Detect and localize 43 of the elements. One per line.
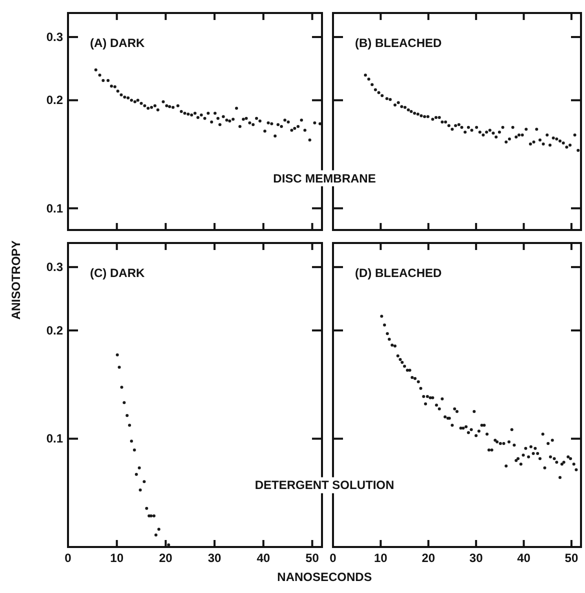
x-tick-label: 10 xyxy=(374,551,388,565)
x-tick-label: 30 xyxy=(469,551,484,565)
point xyxy=(132,448,136,452)
point xyxy=(138,488,142,492)
y-tick-label: 0.3 xyxy=(46,260,64,274)
point xyxy=(142,480,146,484)
point xyxy=(116,353,119,356)
annotation: DETERGENT SOLUTION xyxy=(254,478,394,492)
y-tick-label: 0.2 xyxy=(46,93,64,108)
x-tick-label: 40 xyxy=(256,551,270,565)
annotation: DISC MEMBRANE xyxy=(273,171,376,186)
point xyxy=(126,414,129,418)
x-tick-label: 30 xyxy=(208,551,222,565)
point xyxy=(128,424,132,427)
x-tick-label: 0 xyxy=(330,551,337,565)
point xyxy=(138,466,141,470)
text: (B) BLEACHED xyxy=(355,36,442,50)
point xyxy=(120,386,124,389)
point xyxy=(167,543,170,546)
point xyxy=(134,472,138,476)
text: (D) BLEACHED xyxy=(355,266,442,280)
y-tick-label: 0.1 xyxy=(46,201,64,216)
y-tick-label: 0.1 xyxy=(46,432,64,446)
y-tick-label: 0.3 xyxy=(46,30,64,44)
text: (A) DARK xyxy=(90,36,145,50)
text: (C) DARK xyxy=(90,266,145,280)
x-tick-label: 20 xyxy=(159,551,173,565)
x-tick-label: 40 xyxy=(517,551,531,565)
x-axis-title: NANOSECONDS xyxy=(277,570,372,584)
point xyxy=(122,401,126,404)
point xyxy=(130,440,133,443)
y-axis-title: ANISOTROPY xyxy=(9,240,23,320)
point xyxy=(152,514,156,518)
point xyxy=(118,366,121,369)
x-tick-label: 0 xyxy=(64,551,72,565)
y-tick-label: 0.2 xyxy=(46,323,64,338)
x-tick-label: 10 xyxy=(110,551,124,565)
x-tick-label: 50 xyxy=(306,551,320,565)
point xyxy=(157,528,160,531)
point xyxy=(145,506,148,510)
x-tick-label: 20 xyxy=(422,551,436,565)
point xyxy=(154,533,158,536)
x-tick-label: 50 xyxy=(564,551,578,565)
